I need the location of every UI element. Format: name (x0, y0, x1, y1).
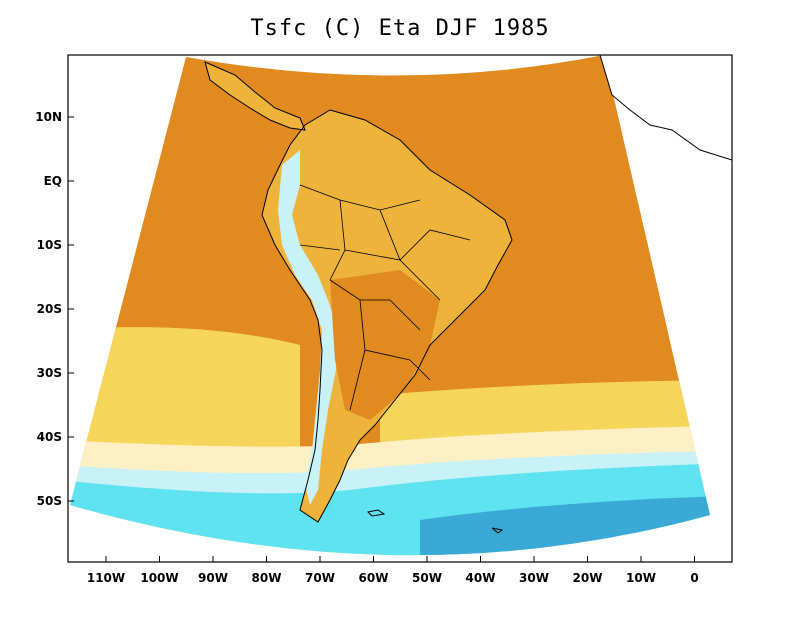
lat-tick-label: 30S (37, 366, 62, 380)
ocean-cyan-band (70, 462, 710, 556)
lon-tick-label: 10W (626, 571, 656, 585)
lon-tick-label: 80W (252, 571, 282, 585)
lon-tick-label: 20W (573, 571, 603, 585)
lon-tick-label: 0 (690, 571, 698, 585)
lon-tick-label: 100W (140, 571, 178, 585)
ocean-warm-east (500, 220, 690, 334)
lat-tick-label: 10S (37, 238, 62, 252)
map-title: Tsfc (C) Eta DJF 1985 (250, 16, 550, 41)
andes-cold-strip (278, 150, 338, 505)
lon-tick-label: 90W (198, 571, 228, 585)
africa-landmass (600, 55, 732, 160)
lat-tick-label: 10N (35, 110, 62, 124)
coastlines (204, 55, 732, 534)
latitude-axis: 10N EQ 10S 20S 30S 40S 50S (35, 110, 74, 508)
longitude-axis: 110W 100W 90W 80W 70W 60W 50W 40W 30W 20W 10W 0 (87, 556, 699, 585)
lon-tick-label: 40W (466, 571, 496, 585)
lat-tick-label: EQ (44, 174, 62, 188)
lat-tick-label: 20S (37, 302, 62, 316)
lat-tick-label: 40S (37, 430, 62, 444)
lon-tick-label: 70W (305, 571, 335, 585)
africa-coastline (599, 55, 732, 161)
lon-tick-label: 30W (519, 571, 549, 585)
south-america-coastline (261, 109, 513, 523)
warm-interior (330, 270, 440, 420)
national-borders (299, 184, 471, 411)
falkland-islands (366, 509, 386, 517)
central-america-coastline (204, 61, 306, 131)
lon-tick-label: 60W (359, 571, 389, 585)
lon-tick-label: 50W (412, 571, 442, 585)
central-america-landmass (205, 62, 305, 130)
lon-tick-label: 110W (87, 571, 125, 585)
map-frame-content (70, 55, 732, 556)
south-georgia (491, 527, 504, 534)
lat-tick-label: 50S (37, 494, 62, 508)
